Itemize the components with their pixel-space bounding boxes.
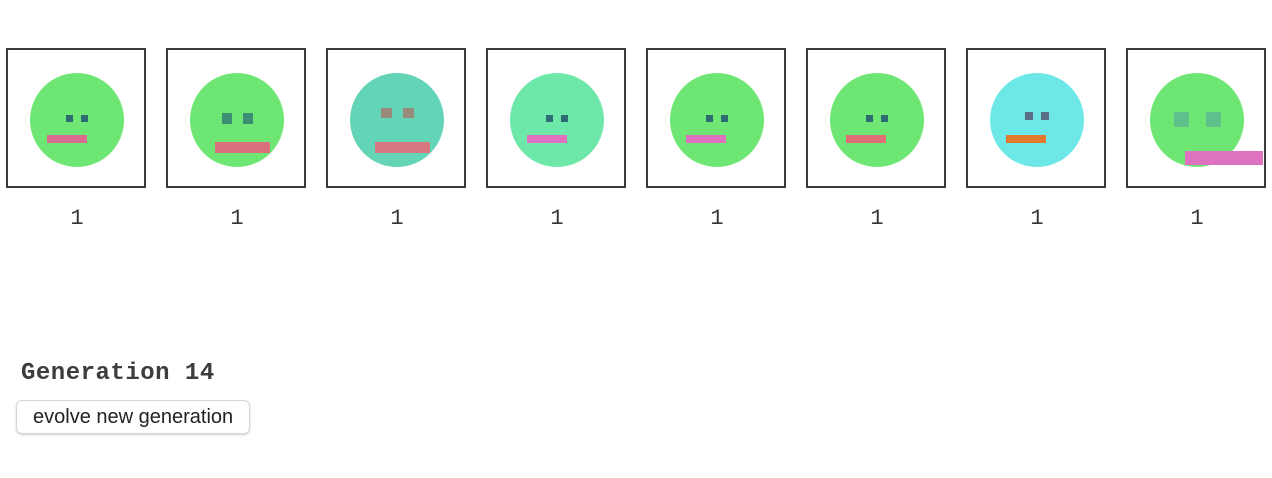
face-eye-right — [881, 115, 888, 122]
face-card[interactable]: 1 — [6, 48, 148, 231]
face-eye-left — [222, 113, 232, 124]
face-drawing — [350, 73, 444, 167]
face-eye-right — [81, 115, 88, 122]
face-score: 1 — [550, 206, 564, 231]
face-card[interactable]: 1 — [966, 48, 1108, 231]
face-skin — [830, 73, 924, 167]
face-drawing — [830, 73, 924, 167]
face-mouth — [375, 142, 430, 153]
face-frame[interactable] — [326, 48, 466, 188]
face-drawing — [990, 73, 1084, 167]
face-score: 1 — [870, 206, 884, 231]
face-eye-left — [546, 115, 553, 122]
faces-row: 1 1 1 — [6, 48, 1268, 231]
face-eye-left — [866, 115, 873, 122]
face-eye-right — [561, 115, 568, 122]
face-eye-right — [1206, 112, 1221, 127]
face-eye-left — [381, 108, 392, 118]
face-mouth — [527, 135, 567, 143]
face-frame[interactable] — [6, 48, 146, 188]
face-score: 1 — [1190, 206, 1204, 231]
face-mouth — [846, 135, 886, 143]
face-card[interactable]: 1 — [646, 48, 788, 231]
face-frame[interactable] — [1126, 48, 1266, 188]
face-mouth — [1185, 151, 1263, 165]
face-score: 1 — [710, 206, 724, 231]
face-eye-left — [1025, 112, 1033, 120]
face-mouth — [1006, 135, 1046, 143]
face-skin — [30, 73, 124, 167]
face-eye-left — [706, 115, 713, 122]
face-frame[interactable] — [646, 48, 786, 188]
face-drawing — [30, 73, 124, 167]
face-skin — [990, 73, 1084, 167]
face-eye-left — [66, 115, 73, 122]
face-frame[interactable] — [966, 48, 1106, 188]
face-eye-right — [1041, 112, 1049, 120]
face-score: 1 — [230, 206, 244, 231]
face-card[interactable]: 1 — [166, 48, 308, 231]
face-score: 1 — [70, 206, 84, 231]
face-skin — [1150, 73, 1244, 167]
face-mouth — [47, 135, 87, 143]
face-drawing — [670, 73, 764, 167]
face-eye-left — [1174, 112, 1189, 127]
face-skin — [670, 73, 764, 167]
face-eye-right — [721, 115, 728, 122]
face-card[interactable]: 1 — [806, 48, 948, 231]
face-card[interactable]: 1 — [486, 48, 628, 231]
face-frame[interactable] — [486, 48, 626, 188]
face-frame[interactable] — [166, 48, 306, 188]
face-drawing — [190, 73, 284, 167]
face-frame[interactable] — [806, 48, 946, 188]
face-card[interactable]: 1 — [1126, 48, 1268, 231]
face-eye-right — [243, 113, 253, 124]
face-mouth — [215, 142, 270, 153]
face-score: 1 — [390, 206, 404, 231]
face-score: 1 — [1030, 206, 1044, 231]
face-card[interactable]: 1 — [326, 48, 468, 231]
face-drawing — [1150, 73, 1263, 167]
face-drawing — [510, 73, 604, 167]
generation-label: Generation 14 — [21, 360, 215, 387]
face-skin — [510, 73, 604, 167]
evolve-button[interactable]: evolve new generation — [16, 400, 251, 434]
face-eye-right — [403, 108, 414, 118]
face-mouth — [686, 135, 726, 143]
